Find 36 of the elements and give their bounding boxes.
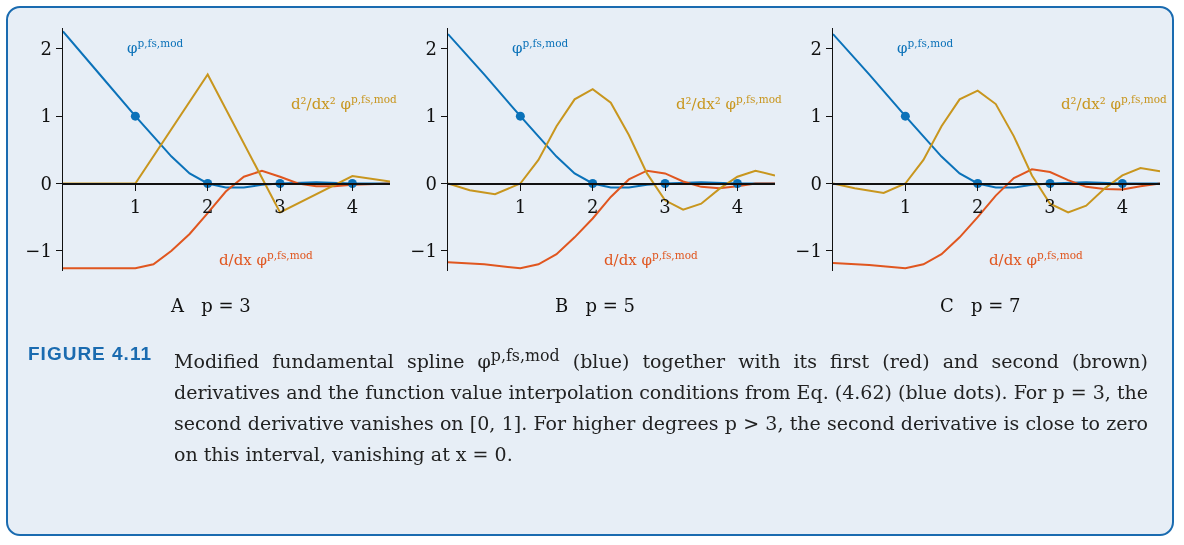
y-tick-label: −1: [410, 240, 437, 262]
x-tick-label: 1: [514, 195, 527, 217]
y-tick-label: 1: [425, 105, 437, 127]
x-tick-label: 1: [899, 195, 912, 217]
y-tick-label: 2: [40, 38, 52, 60]
y-tick-label: 0: [810, 172, 822, 194]
series-label: d/dx φ$^{p,fs,mod}$: [604, 249, 698, 270]
text: d/dx φ$^{p,fs,mod}$: [219, 249, 313, 270]
x-tick-label: 4: [346, 195, 359, 217]
x-tick-label: 1: [129, 195, 142, 217]
text: FIGURE 4.11: [28, 342, 152, 366]
x-axis-title: B p = 5: [555, 295, 635, 316]
text: d²/dx² φ$^{p,fs,mod}$: [676, 93, 782, 114]
text: Modified fundamental spline φ$^{p,fs,mod}$ (blue) together with its first (red) and second (brown) derivatives and the function value interpolation conditions from Eq. (4.62) (blue dots). For p = 3, the second derivative vanishes on [0, 1]. For higher degrees p > 3, the second derivative is close to zero on this interval, vanishing at x = 0.: [174, 345, 1148, 468]
series-label: d/dx φ$^{p,fs,mod}$: [989, 249, 1083, 270]
y-tick-label: 2: [810, 38, 822, 60]
text: d²/dx² φ$^{p,fs,mod}$: [1061, 93, 1167, 114]
x-axis-title: A p = 3: [170, 295, 251, 316]
y-tick-label: −1: [25, 240, 52, 262]
x-tick-label: 2: [201, 195, 214, 217]
x-axis-title: C p = 7: [940, 295, 1021, 316]
x-tick-label: 4: [731, 195, 744, 217]
y-tick-label: 0: [425, 172, 437, 194]
y-tick-label: −1: [795, 240, 822, 262]
y-tick-label: 1: [810, 105, 822, 127]
x-tick-label: 4: [1116, 195, 1129, 217]
text: φ$^{p,fs,mod}$: [512, 37, 569, 58]
y-tick-label: 0: [40, 172, 52, 194]
x-tick-label: 2: [971, 195, 984, 217]
text: d²/dx² φ$^{p,fs,mod}$: [291, 93, 397, 114]
x-tick-label: 2: [586, 195, 599, 217]
y-tick-label: 2: [425, 38, 437, 60]
text: φ$^{p,fs,mod}$: [897, 37, 954, 58]
text: φ$^{p,fs,mod}$: [127, 37, 184, 58]
x-tick-label: 3: [659, 195, 671, 217]
y-tick-label: 1: [40, 105, 52, 127]
